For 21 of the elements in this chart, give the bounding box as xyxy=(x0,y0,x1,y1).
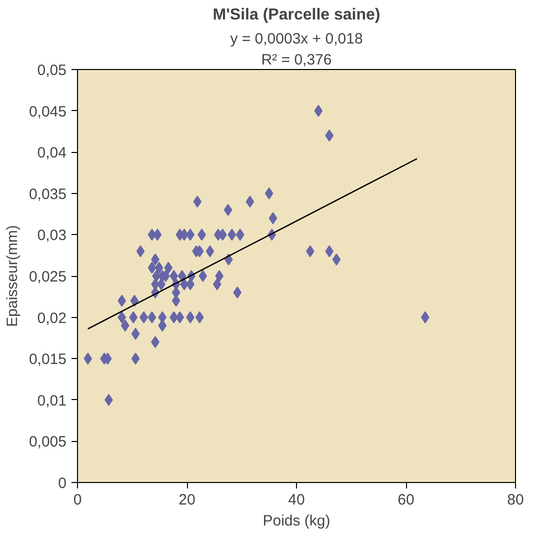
y-tick-label: 0 xyxy=(58,475,66,492)
y-tick-label: 0,035 xyxy=(28,186,67,203)
y-tick-label: 0,005 xyxy=(28,434,67,451)
text: R² = 0,376 xyxy=(261,52,332,68)
y-tick-label: 0,02 xyxy=(37,310,67,327)
y-tick-label: 0,04 xyxy=(37,144,67,162)
y-tick-label: 0,025 xyxy=(28,268,67,286)
y-tick-label: 0,045 xyxy=(28,103,67,120)
y-tick-label: 0,015 xyxy=(28,351,67,368)
text: y = 0,0003x + 0,018 xyxy=(230,30,363,48)
y-tick-label: 0,01 xyxy=(37,392,67,410)
y-tick-label: 0,03 xyxy=(37,227,67,244)
chart-title: M'Sila (Parcelle saine) xyxy=(212,6,380,24)
x-tick-label: 80 xyxy=(507,492,524,508)
y-axis-title: Epaisseur(mm) xyxy=(4,225,21,327)
x-tick-label: 40 xyxy=(288,492,305,508)
x-tick-label: 0 xyxy=(73,492,82,508)
x-axis-title: Poids (kg) xyxy=(262,512,330,530)
x-tick-label: 60 xyxy=(398,492,414,508)
y-tick-label: 0,05 xyxy=(37,62,67,79)
x-tick-label: 20 xyxy=(178,492,196,508)
